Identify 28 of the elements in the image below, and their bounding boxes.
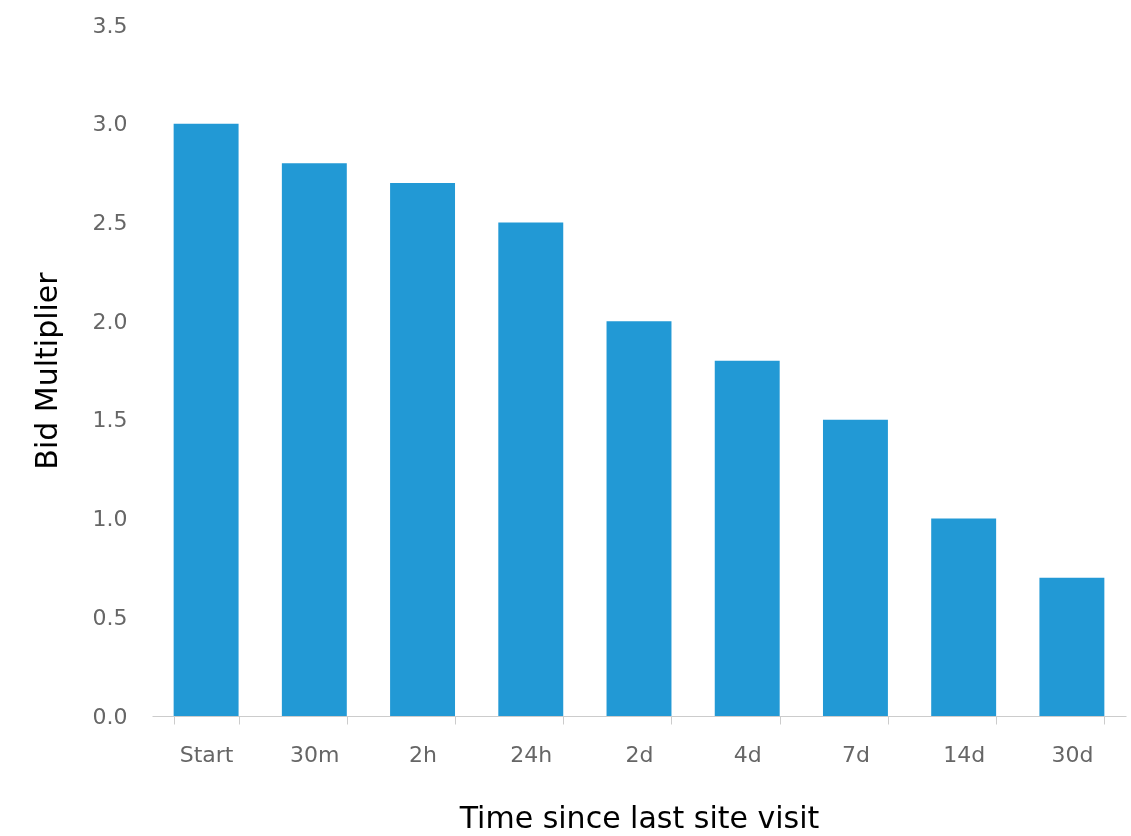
x-tick-label: 4d — [733, 741, 762, 767]
y-tick-label: 1.0 — [92, 506, 128, 532]
x-tick-label: 2d — [625, 741, 654, 767]
y-tick-label: 0.0 — [92, 703, 128, 729]
x-axis-title: Time since last site visit — [458, 799, 820, 835]
y-tick-label: 1.5 — [92, 407, 128, 433]
y-tick-label: 3.5 — [92, 12, 128, 38]
x-tick-label: 2h — [409, 741, 438, 767]
x-tick-label: Start — [179, 741, 234, 767]
bar — [822, 419, 888, 716]
y-tick-label: 3.0 — [92, 111, 128, 137]
x-tick-label: 30m — [290, 741, 340, 767]
x-tick-label: 14d — [943, 741, 986, 767]
y-tick-label: 2.0 — [92, 308, 128, 334]
bar — [281, 163, 347, 716]
bar — [714, 360, 780, 716]
bar — [931, 518, 997, 716]
y-axis-title: Bid Multiplier — [28, 271, 64, 470]
bar — [498, 222, 564, 716]
y-tick-label: 0.5 — [92, 604, 128, 630]
bar — [173, 123, 239, 716]
x-tick-label: 7d — [841, 741, 870, 767]
bar — [606, 321, 672, 716]
y-tick-label: 2.5 — [92, 209, 128, 235]
bar — [1039, 577, 1105, 716]
x-tick-label: 24h — [510, 741, 553, 767]
bar — [390, 182, 456, 716]
x-tick-label: 30d — [1051, 741, 1094, 767]
